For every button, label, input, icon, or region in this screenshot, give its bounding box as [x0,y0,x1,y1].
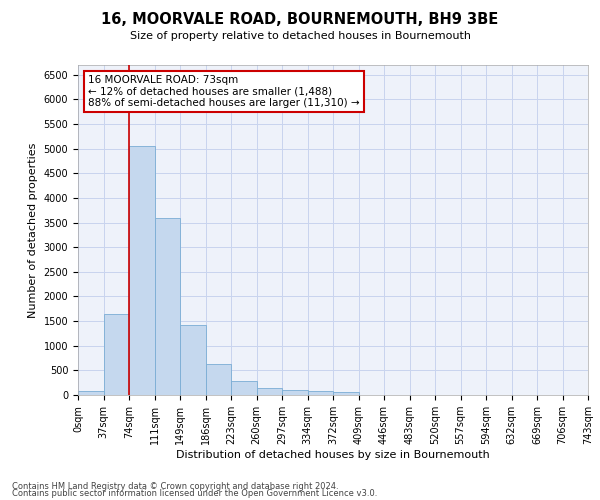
Bar [155,218,180,395]
X-axis label: Distribution of detached houses by size in Bournemouth: Distribution of detached houses by size … [176,450,490,460]
Text: Contains public sector information licensed under the Open Government Licence v3: Contains public sector information licen… [12,489,377,498]
Text: 16 MOORVALE ROAD: 73sqm
← 12% of detached houses are smaller (1,488)
88% of semi: 16 MOORVALE ROAD: 73sqm ← 12% of detache… [88,75,360,108]
Bar [282,390,308,395]
Bar [129,146,155,395]
Y-axis label: Number of detached properties: Number of detached properties [28,142,38,318]
Bar [78,392,104,395]
Bar [180,325,205,395]
Bar [257,388,282,395]
Bar [104,314,129,395]
Bar [205,364,231,395]
Text: Size of property relative to detached houses in Bournemouth: Size of property relative to detached ho… [130,31,470,41]
Text: Contains HM Land Registry data © Crown copyright and database right 2024.: Contains HM Land Registry data © Crown c… [12,482,338,491]
Bar [333,392,359,395]
Bar [308,391,333,395]
Text: 16, MOORVALE ROAD, BOURNEMOUTH, BH9 3BE: 16, MOORVALE ROAD, BOURNEMOUTH, BH9 3BE [101,12,499,28]
Bar [231,380,257,395]
